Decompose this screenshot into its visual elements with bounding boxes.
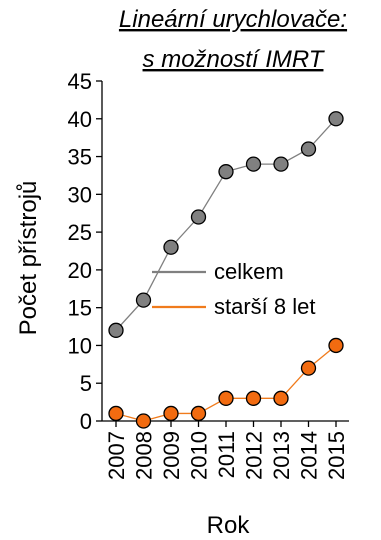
x-axis: 2007 2008 2009 2010 2011 2012 2013 2014 2015 <box>102 420 349 480</box>
x-tick-label: 2012 <box>242 431 267 480</box>
y-tick-label: 0 <box>80 409 92 434</box>
y-tick-label: 15 <box>68 296 92 321</box>
data-point-1 <box>163 405 179 422</box>
y-tick-label: 45 <box>68 69 92 94</box>
data-point-1 <box>108 405 124 422</box>
data-point-0 <box>108 322 124 338</box>
y-tick-label: 10 <box>68 333 92 358</box>
data-point-1 <box>135 413 152 429</box>
data-point-1 <box>300 360 317 376</box>
data-point-0 <box>300 141 317 157</box>
x-tick-label: 2009 <box>159 431 184 480</box>
x-tick-label: 2011 <box>214 431 239 478</box>
x-tick-label: 2008 <box>132 431 157 480</box>
data-point-1 <box>190 405 207 422</box>
data-point-0 <box>190 209 207 225</box>
data-point-1 <box>328 337 344 354</box>
legend-label-0: celkem <box>214 259 284 284</box>
data-point-0 <box>218 164 234 180</box>
x-tick-label: 2013 <box>269 431 294 480</box>
data-point-0 <box>245 156 262 172</box>
chart-title-line-1: Lineární urychlovače: <box>119 6 347 33</box>
data-point-1 <box>245 390 262 406</box>
x-tick-label: 2010 <box>187 431 212 480</box>
data-point-0 <box>328 111 344 127</box>
x-axis-label: Rok <box>207 512 251 539</box>
x-tick-label: 2007 <box>104 431 129 480</box>
data-point-0 <box>163 239 179 255</box>
data-point-0 <box>273 156 289 172</box>
x-tick-label: 2015 <box>324 431 349 480</box>
chart-title-line-2: s možností IMRT <box>143 46 326 73</box>
y-tick-label: 5 <box>80 371 92 396</box>
series-line-1 <box>115 344 337 422</box>
y-axis: 0 5 10 15 20 25 30 35 40 45 <box>68 69 103 434</box>
y-axis-label: Počet přístrojů <box>15 181 42 336</box>
y-tick-label: 20 <box>68 258 92 283</box>
data-point-1 <box>218 390 234 406</box>
y-tick-label: 25 <box>68 220 92 245</box>
y-tick-label: 35 <box>68 145 92 170</box>
y-tick-label: 40 <box>68 107 92 132</box>
legend: celkem starší 8 let <box>152 259 315 319</box>
data-point-1 <box>273 390 289 406</box>
legend-label-1: starší 8 let <box>214 294 315 319</box>
series <box>108 111 344 429</box>
data-point-0 <box>135 292 152 308</box>
y-tick-label: 30 <box>68 182 92 207</box>
x-tick-label: 2014 <box>297 431 322 480</box>
